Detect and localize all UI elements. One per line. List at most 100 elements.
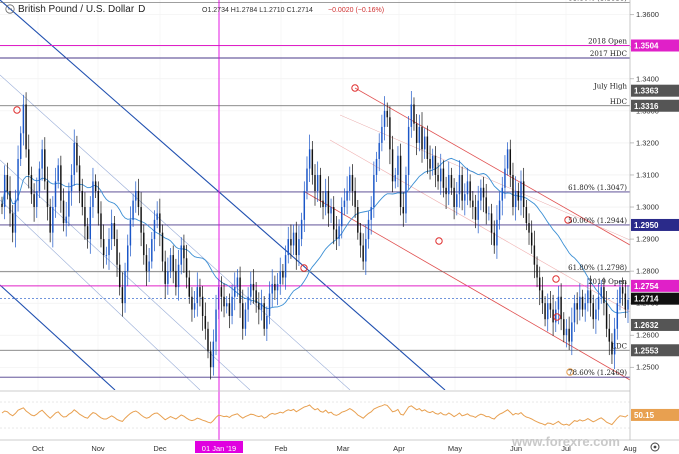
pivot-marker bbox=[351, 84, 359, 92]
candle-body bbox=[383, 110, 386, 127]
candle-body bbox=[362, 245, 364, 262]
candle-body bbox=[169, 255, 172, 272]
gear-icon[interactable] bbox=[650, 442, 660, 452]
candle-body bbox=[509, 149, 512, 175]
candle-body bbox=[73, 142, 75, 175]
candle-body bbox=[183, 245, 185, 259]
candle-body bbox=[207, 328, 209, 352]
symbol-name: British Pound / U.S. Dollar D bbox=[18, 4, 145, 15]
candle-body bbox=[30, 174, 33, 195]
candle-body bbox=[399, 155, 402, 208]
level-label: 2018 Open bbox=[588, 38, 627, 46]
candle-body bbox=[482, 187, 485, 198]
time-tick-label: Dec bbox=[153, 444, 167, 453]
candle-body bbox=[437, 174, 439, 182]
pivot-marker bbox=[566, 368, 574, 376]
level-label: HDC bbox=[610, 98, 627, 106]
rsi-value-tag: 50.15 bbox=[631, 408, 679, 421]
price-tag-bg bbox=[631, 292, 679, 305]
candle-body bbox=[474, 207, 477, 220]
candle-body bbox=[54, 181, 57, 208]
candle-body bbox=[568, 328, 570, 342]
candle-body bbox=[260, 303, 263, 310]
candle-body bbox=[28, 149, 30, 175]
year-open-date-tag bbox=[195, 441, 243, 453]
candle-body bbox=[512, 174, 514, 208]
candle-body bbox=[464, 194, 466, 201]
candle-body bbox=[9, 190, 11, 214]
candle-body bbox=[212, 341, 215, 368]
price-tag: 1.2950 bbox=[634, 221, 659, 230]
candle-body bbox=[365, 239, 367, 262]
candle-body bbox=[426, 136, 429, 159]
rsi-tag-bg bbox=[631, 408, 679, 421]
candle-body bbox=[137, 190, 140, 208]
candle-body bbox=[306, 168, 308, 191]
descending-trendline-upper bbox=[0, 0, 446, 390]
candle-body bbox=[118, 264, 121, 288]
candle-body bbox=[381, 126, 383, 143]
pivot-marker bbox=[564, 216, 572, 224]
candle-body bbox=[410, 104, 413, 127]
candle-body bbox=[308, 149, 311, 169]
candle-body bbox=[1, 203, 3, 208]
price-tag: 1.2754 bbox=[634, 282, 659, 291]
candle-body bbox=[613, 328, 616, 355]
candle-body bbox=[429, 158, 431, 169]
candle-body bbox=[370, 207, 372, 220]
candle-body bbox=[520, 181, 522, 201]
candle-body bbox=[357, 207, 359, 233]
candle-body bbox=[525, 207, 528, 224]
candle-body bbox=[252, 283, 255, 291]
candle-body bbox=[303, 190, 306, 220]
candle-body bbox=[255, 290, 257, 304]
candle-body bbox=[201, 296, 204, 316]
candle-body bbox=[274, 283, 276, 291]
candle-body bbox=[279, 271, 281, 284]
candle-body bbox=[124, 271, 126, 304]
candle-body bbox=[68, 190, 70, 217]
candle-body bbox=[579, 296, 581, 310]
level-label: 61.80% (1.2798) bbox=[568, 264, 627, 272]
candle-body bbox=[314, 174, 316, 191]
candle-body bbox=[153, 219, 156, 240]
time-tick-label: May bbox=[448, 444, 462, 453]
candle-body bbox=[199, 287, 201, 297]
candle-body bbox=[415, 123, 418, 143]
candle-body bbox=[501, 187, 503, 201]
candle-body bbox=[102, 239, 105, 256]
candle-body bbox=[327, 190, 330, 214]
candle-body bbox=[322, 200, 324, 208]
candle-body bbox=[105, 255, 108, 256]
price-tag: 1.2632 bbox=[634, 321, 659, 330]
candle-body bbox=[116, 239, 118, 265]
candle-body bbox=[127, 245, 129, 272]
candle-body bbox=[282, 271, 284, 278]
year-open-date-label: 01 Jan '19 bbox=[202, 444, 236, 453]
candle-body bbox=[76, 142, 78, 166]
candle-body bbox=[284, 255, 287, 278]
candle-body bbox=[324, 190, 327, 208]
level-label: 2019 Open bbox=[588, 278, 627, 286]
price-tag-bg bbox=[631, 279, 679, 292]
candle-body bbox=[456, 194, 458, 208]
candle-body bbox=[209, 351, 212, 368]
candle-body bbox=[204, 315, 207, 329]
candle-body bbox=[565, 328, 568, 336]
price-tag-bg bbox=[631, 318, 679, 331]
candle-body bbox=[480, 187, 482, 201]
candle-body bbox=[354, 190, 356, 208]
candle-body bbox=[60, 165, 62, 201]
candle-body bbox=[332, 207, 335, 230]
candle-body bbox=[335, 229, 338, 240]
time-tick-label: Jun bbox=[510, 444, 522, 453]
candle-body bbox=[413, 104, 415, 124]
candle-body bbox=[143, 232, 145, 256]
candle-body bbox=[389, 117, 391, 150]
candle-body bbox=[485, 197, 487, 214]
candle-body bbox=[244, 309, 247, 329]
collapse-icon[interactable] bbox=[5, 4, 15, 14]
candle-body bbox=[587, 290, 589, 304]
candle-body bbox=[402, 207, 405, 214]
